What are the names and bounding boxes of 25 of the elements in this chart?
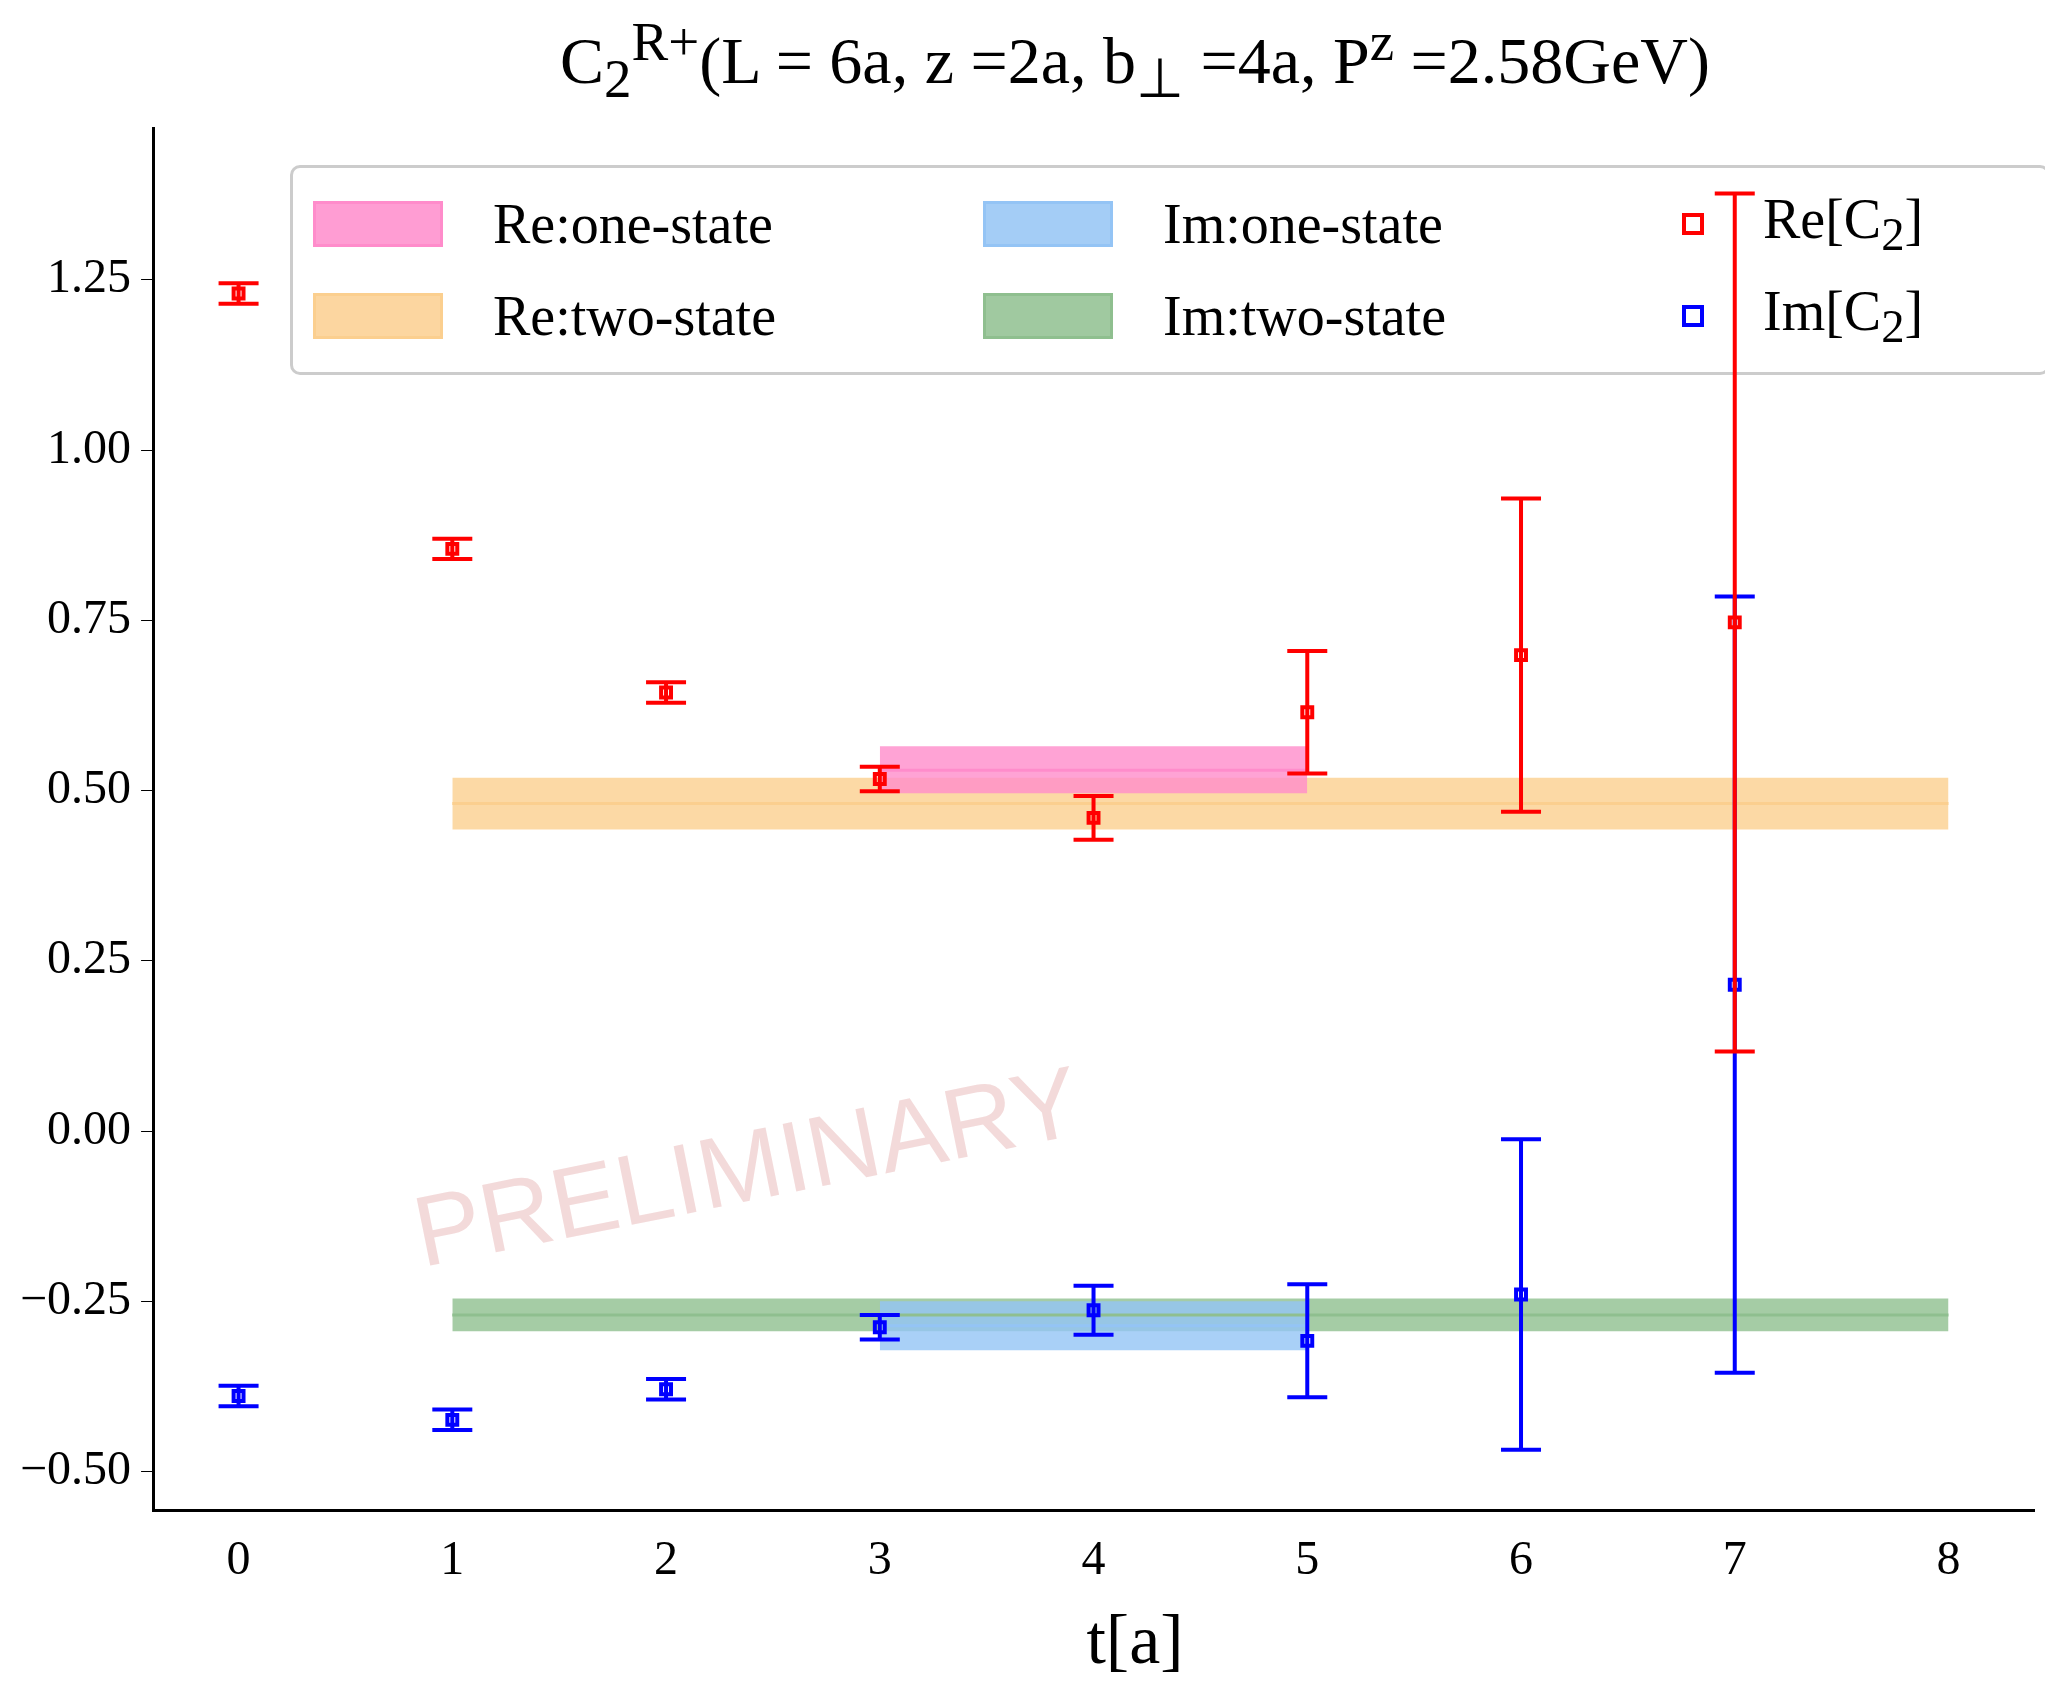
- x-tick-label: 7: [1722, 1530, 1747, 1584]
- y-tick-label: 0.50: [47, 760, 132, 814]
- x-tick-label: 4: [1081, 1530, 1106, 1584]
- x-tick-label: 2: [654, 1530, 679, 1584]
- y-tick-label: 0.75: [47, 589, 132, 643]
- y-tick-label: 1.25: [47, 249, 132, 303]
- chart-title: C$_{2}$$^{R+}$(L = 6a, z =2a, b$_{⊥}$ =4a, P$^{z}$ =2.58GeV): [559, 10, 1711, 111]
- x-axis-title: t[a]: [1085, 1600, 1185, 1680]
- x-tick-label: 8: [1936, 1530, 1961, 1584]
- x-tick-label: 6: [1509, 1530, 1534, 1584]
- y-tick-label: 0.00: [47, 1100, 132, 1154]
- legend-label: Re:two-state: [493, 284, 777, 348]
- y-tick-label: −0.25: [19, 1270, 132, 1324]
- y-tick-label: −0.50: [19, 1441, 132, 1495]
- y-tick-label: 1.00: [47, 419, 132, 473]
- x-tick-label: 3: [867, 1530, 892, 1584]
- y-tick-label: 0.25: [47, 930, 132, 984]
- legend-label: Re:one-state: [493, 192, 773, 256]
- legend-label: Im[C$_{2}$]: [1763, 278, 1924, 354]
- legend-label: Im:one-state: [1163, 192, 1443, 256]
- legend-label: Im:two-state: [1163, 284, 1447, 348]
- x-tick-label: 5: [1295, 1530, 1320, 1584]
- legend-label: Re[C$_{2}$]: [1763, 186, 1924, 262]
- x-tick-label: 1: [440, 1530, 465, 1584]
- x-tick-label: 0: [226, 1530, 251, 1584]
